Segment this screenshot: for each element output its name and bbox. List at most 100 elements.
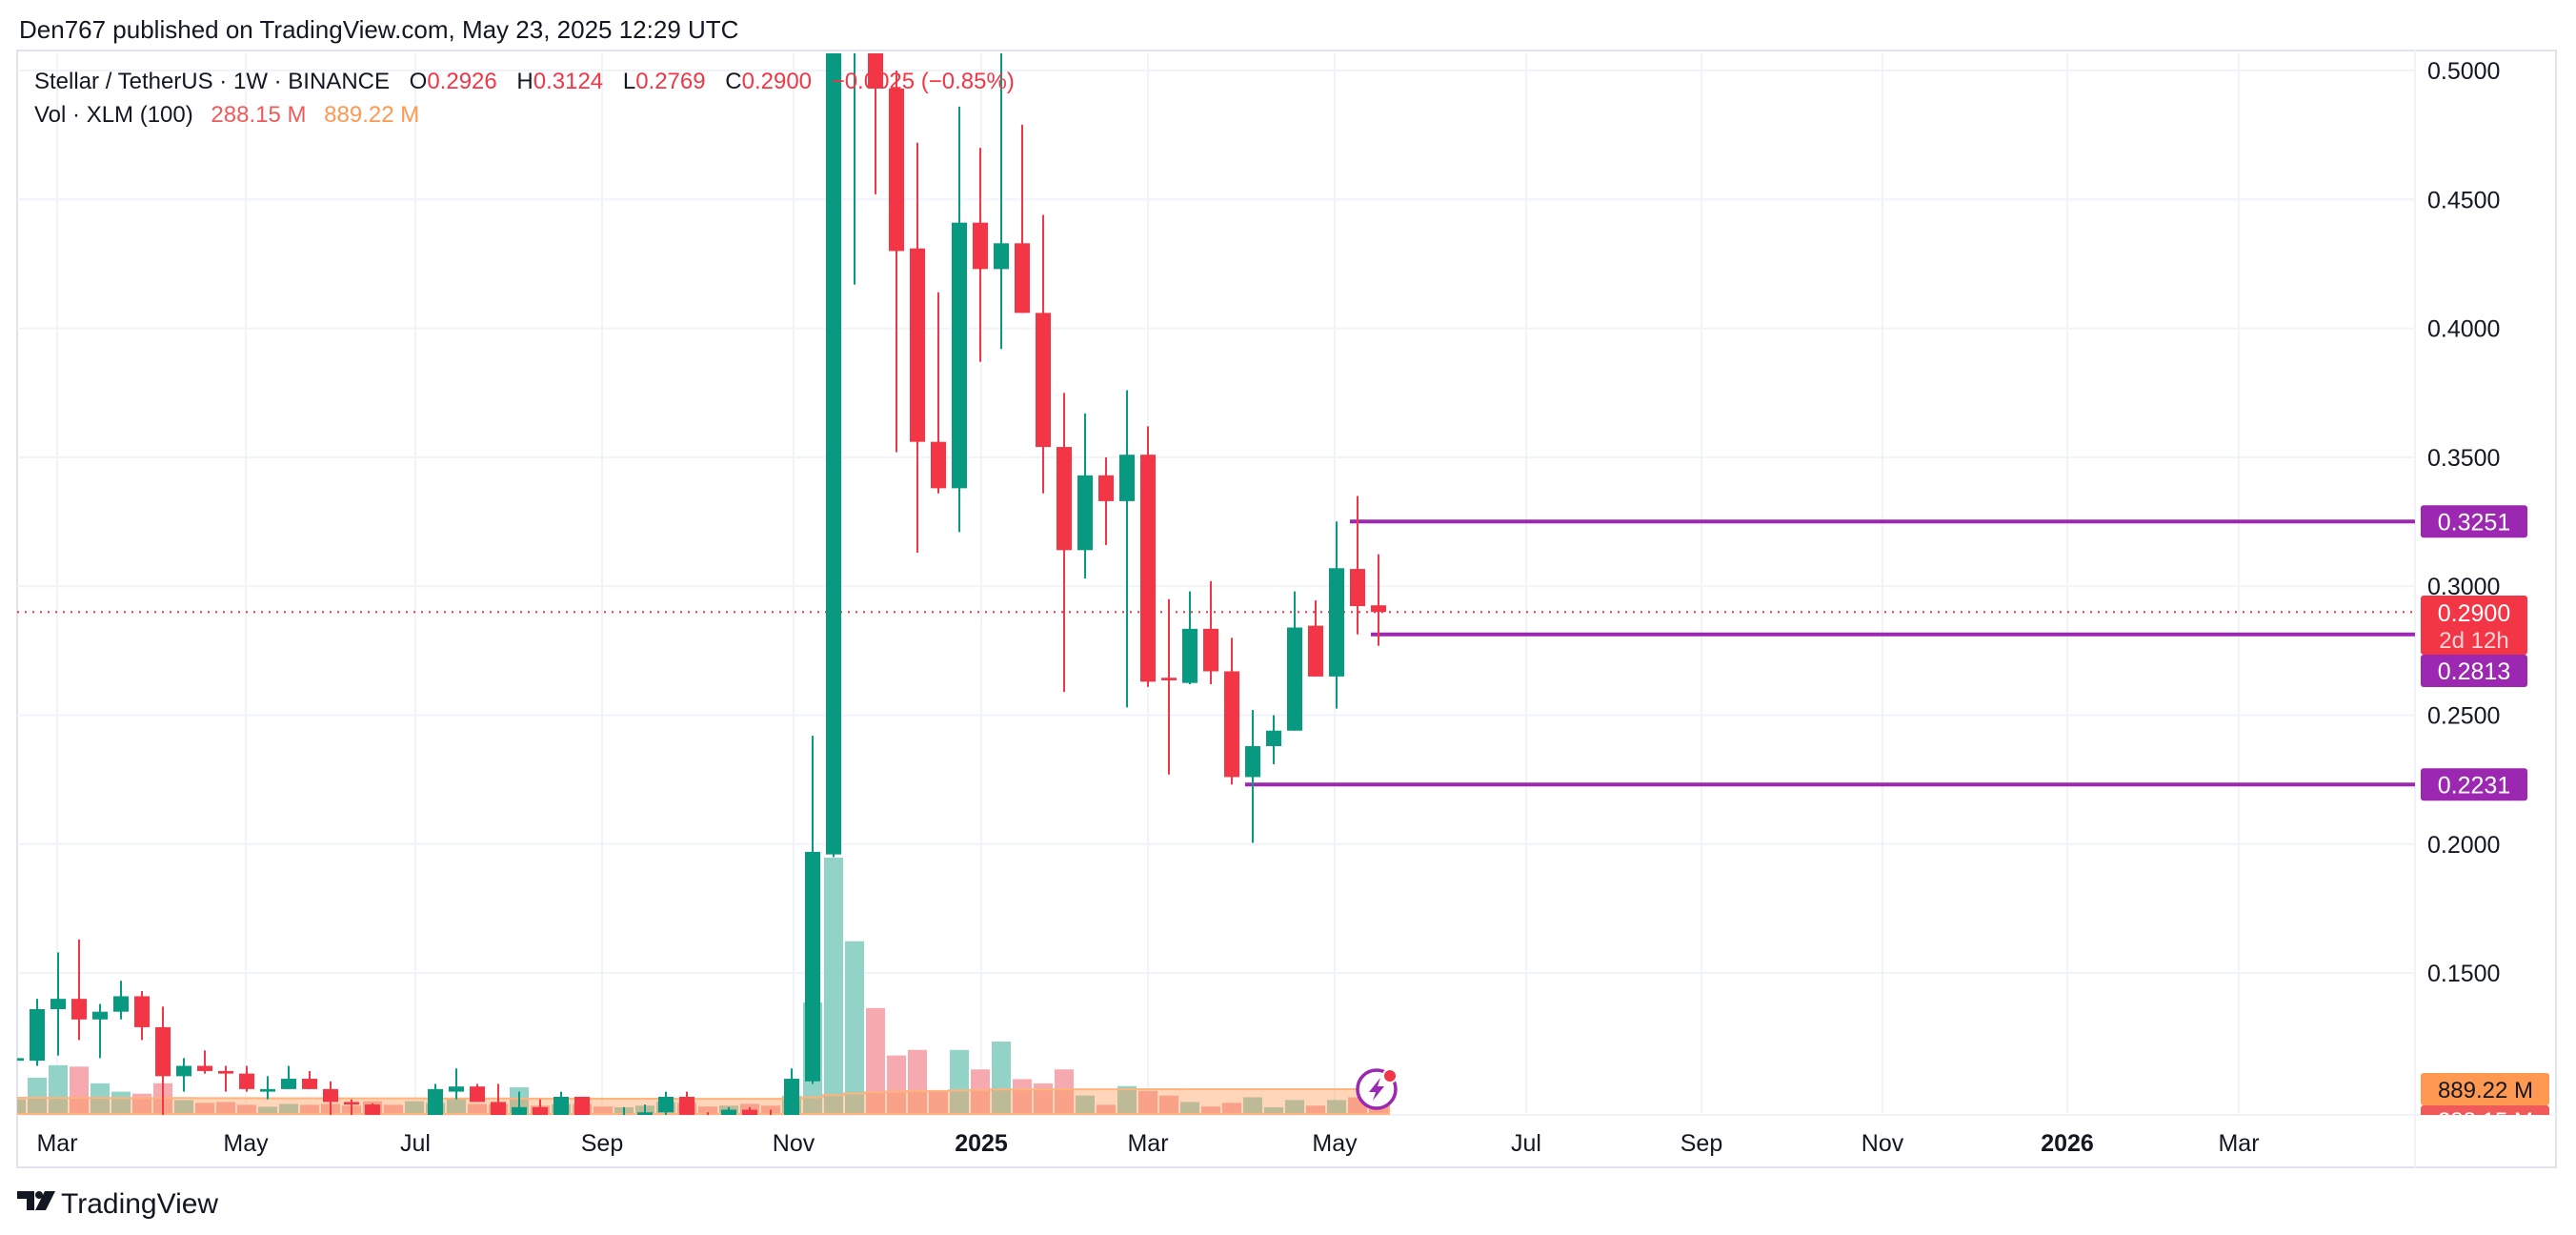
volume-bar	[845, 941, 864, 1114]
volume-bar	[70, 1066, 89, 1114]
candle-body	[574, 1096, 590, 1115]
candle	[700, 1112, 715, 1115]
candle-body	[679, 1096, 694, 1115]
candle-body	[1119, 455, 1135, 501]
volume-bar	[1285, 1100, 1304, 1114]
candle-body	[742, 1109, 757, 1115]
level-label-mid: 0.2813	[2421, 655, 2527, 687]
candle-body	[1140, 455, 1156, 682]
candle	[344, 1099, 359, 1115]
time-tick-label: 2025	[955, 1130, 1008, 1157]
candle	[428, 1083, 443, 1115]
level-label-low: 0.2231	[2421, 768, 2527, 801]
tradingview-logo[interactable]: TradingView	[17, 1188, 218, 1220]
candle-body	[512, 1106, 527, 1115]
candle	[1371, 554, 1386, 646]
lightning-icon[interactable]	[1356, 1068, 1398, 1110]
candles	[17, 53, 1386, 1115]
volume-ma-area	[17, 1088, 1390, 1115]
volume-bar	[195, 1103, 214, 1114]
candle	[973, 148, 988, 362]
time-tick-label: Jul	[400, 1130, 431, 1157]
volume-bar	[17, 1099, 26, 1114]
candle-body	[1371, 605, 1386, 613]
time-tick-label: Mar	[1127, 1130, 1168, 1157]
volume-ma-label: 889.22 M	[2438, 1078, 2533, 1103]
volume-bar	[1076, 1095, 1095, 1114]
candle-body	[1350, 569, 1365, 607]
candle-body	[1203, 628, 1218, 672]
candle	[679, 1091, 694, 1115]
price-tick-label: 0.4500	[2427, 187, 2500, 213]
last-price-label: 0.2900 2d 12h	[2421, 596, 2527, 655]
time-tick-label: May	[1312, 1130, 1358, 1157]
candle	[1329, 521, 1344, 709]
volume-bars	[17, 858, 1388, 1114]
candle	[854, 53, 855, 285]
candle-body	[931, 441, 946, 489]
legend-volume: Vol · XLM (100) 288.15 M 889.22 M	[34, 102, 419, 128]
svg-text:0.2231: 0.2231	[2438, 772, 2510, 799]
candle	[1057, 393, 1072, 693]
volume-bar	[1201, 1106, 1220, 1114]
volume-bar	[1055, 1069, 1074, 1114]
volume-bar	[1034, 1083, 1053, 1114]
chart-frame	[16, 50, 2557, 1168]
candle	[176, 1058, 191, 1092]
volume-bar	[1222, 1103, 1241, 1114]
candle	[1287, 591, 1302, 731]
candle	[239, 1065, 254, 1092]
candle	[1182, 591, 1197, 685]
candle	[30, 999, 45, 1066]
candle	[805, 736, 820, 1084]
price-tick-label: 0.2500	[2427, 703, 2500, 730]
candle	[770, 1109, 772, 1115]
candle	[71, 939, 87, 1041]
volume-bar	[384, 1104, 403, 1114]
candle	[50, 952, 66, 1056]
candle	[952, 106, 967, 533]
candle	[449, 1068, 464, 1100]
candle	[1308, 600, 1323, 677]
time-axis[interactable]: Mar May Jul Sep Nov 2025 Mar May Jul Sep Nov 2026 Ma…	[36, 1130, 2259, 1157]
candle	[784, 1068, 799, 1115]
candle-body	[1182, 628, 1197, 683]
candle-body	[281, 1079, 296, 1089]
candle	[742, 1106, 757, 1115]
candle	[1077, 413, 1093, 579]
candle	[197, 1050, 212, 1074]
candle-body	[1057, 447, 1072, 551]
volume-bar	[216, 1102, 235, 1114]
candle-body	[973, 222, 988, 270]
logo-text: TradingView	[61, 1188, 218, 1220]
candle-body	[449, 1086, 464, 1092]
candle-body	[1245, 745, 1260, 778]
candle	[994, 53, 1009, 350]
publish-info: Den767 published on TradingView.com, May…	[19, 15, 738, 44]
horizontal-levels[interactable]	[1245, 519, 2415, 787]
candle	[1350, 496, 1365, 635]
volume-bar	[1327, 1100, 1346, 1114]
candle	[1119, 390, 1135, 708]
candle-body	[1036, 313, 1051, 448]
candle	[574, 1096, 590, 1115]
time-tick-label: Sep	[1680, 1130, 1722, 1157]
candle-body	[1308, 625, 1323, 677]
candle	[92, 1003, 108, 1059]
volume-bar	[1180, 1102, 1199, 1114]
volume-bar	[1013, 1079, 1032, 1114]
volume-bar	[447, 1098, 466, 1114]
candle	[302, 1070, 317, 1089]
volume-bar	[258, 1106, 277, 1114]
tradingview-logo-icon	[17, 1191, 55, 1210]
candle-body	[113, 996, 129, 1012]
volume-bar	[1306, 1105, 1325, 1114]
candle-body	[994, 243, 1009, 270]
candle-body	[1266, 730, 1281, 746]
candle	[1098, 456, 1114, 545]
candle	[637, 1104, 653, 1115]
candle	[155, 1006, 171, 1115]
candle	[910, 142, 925, 554]
price-tick-label: 0.3500	[2427, 445, 2500, 472]
